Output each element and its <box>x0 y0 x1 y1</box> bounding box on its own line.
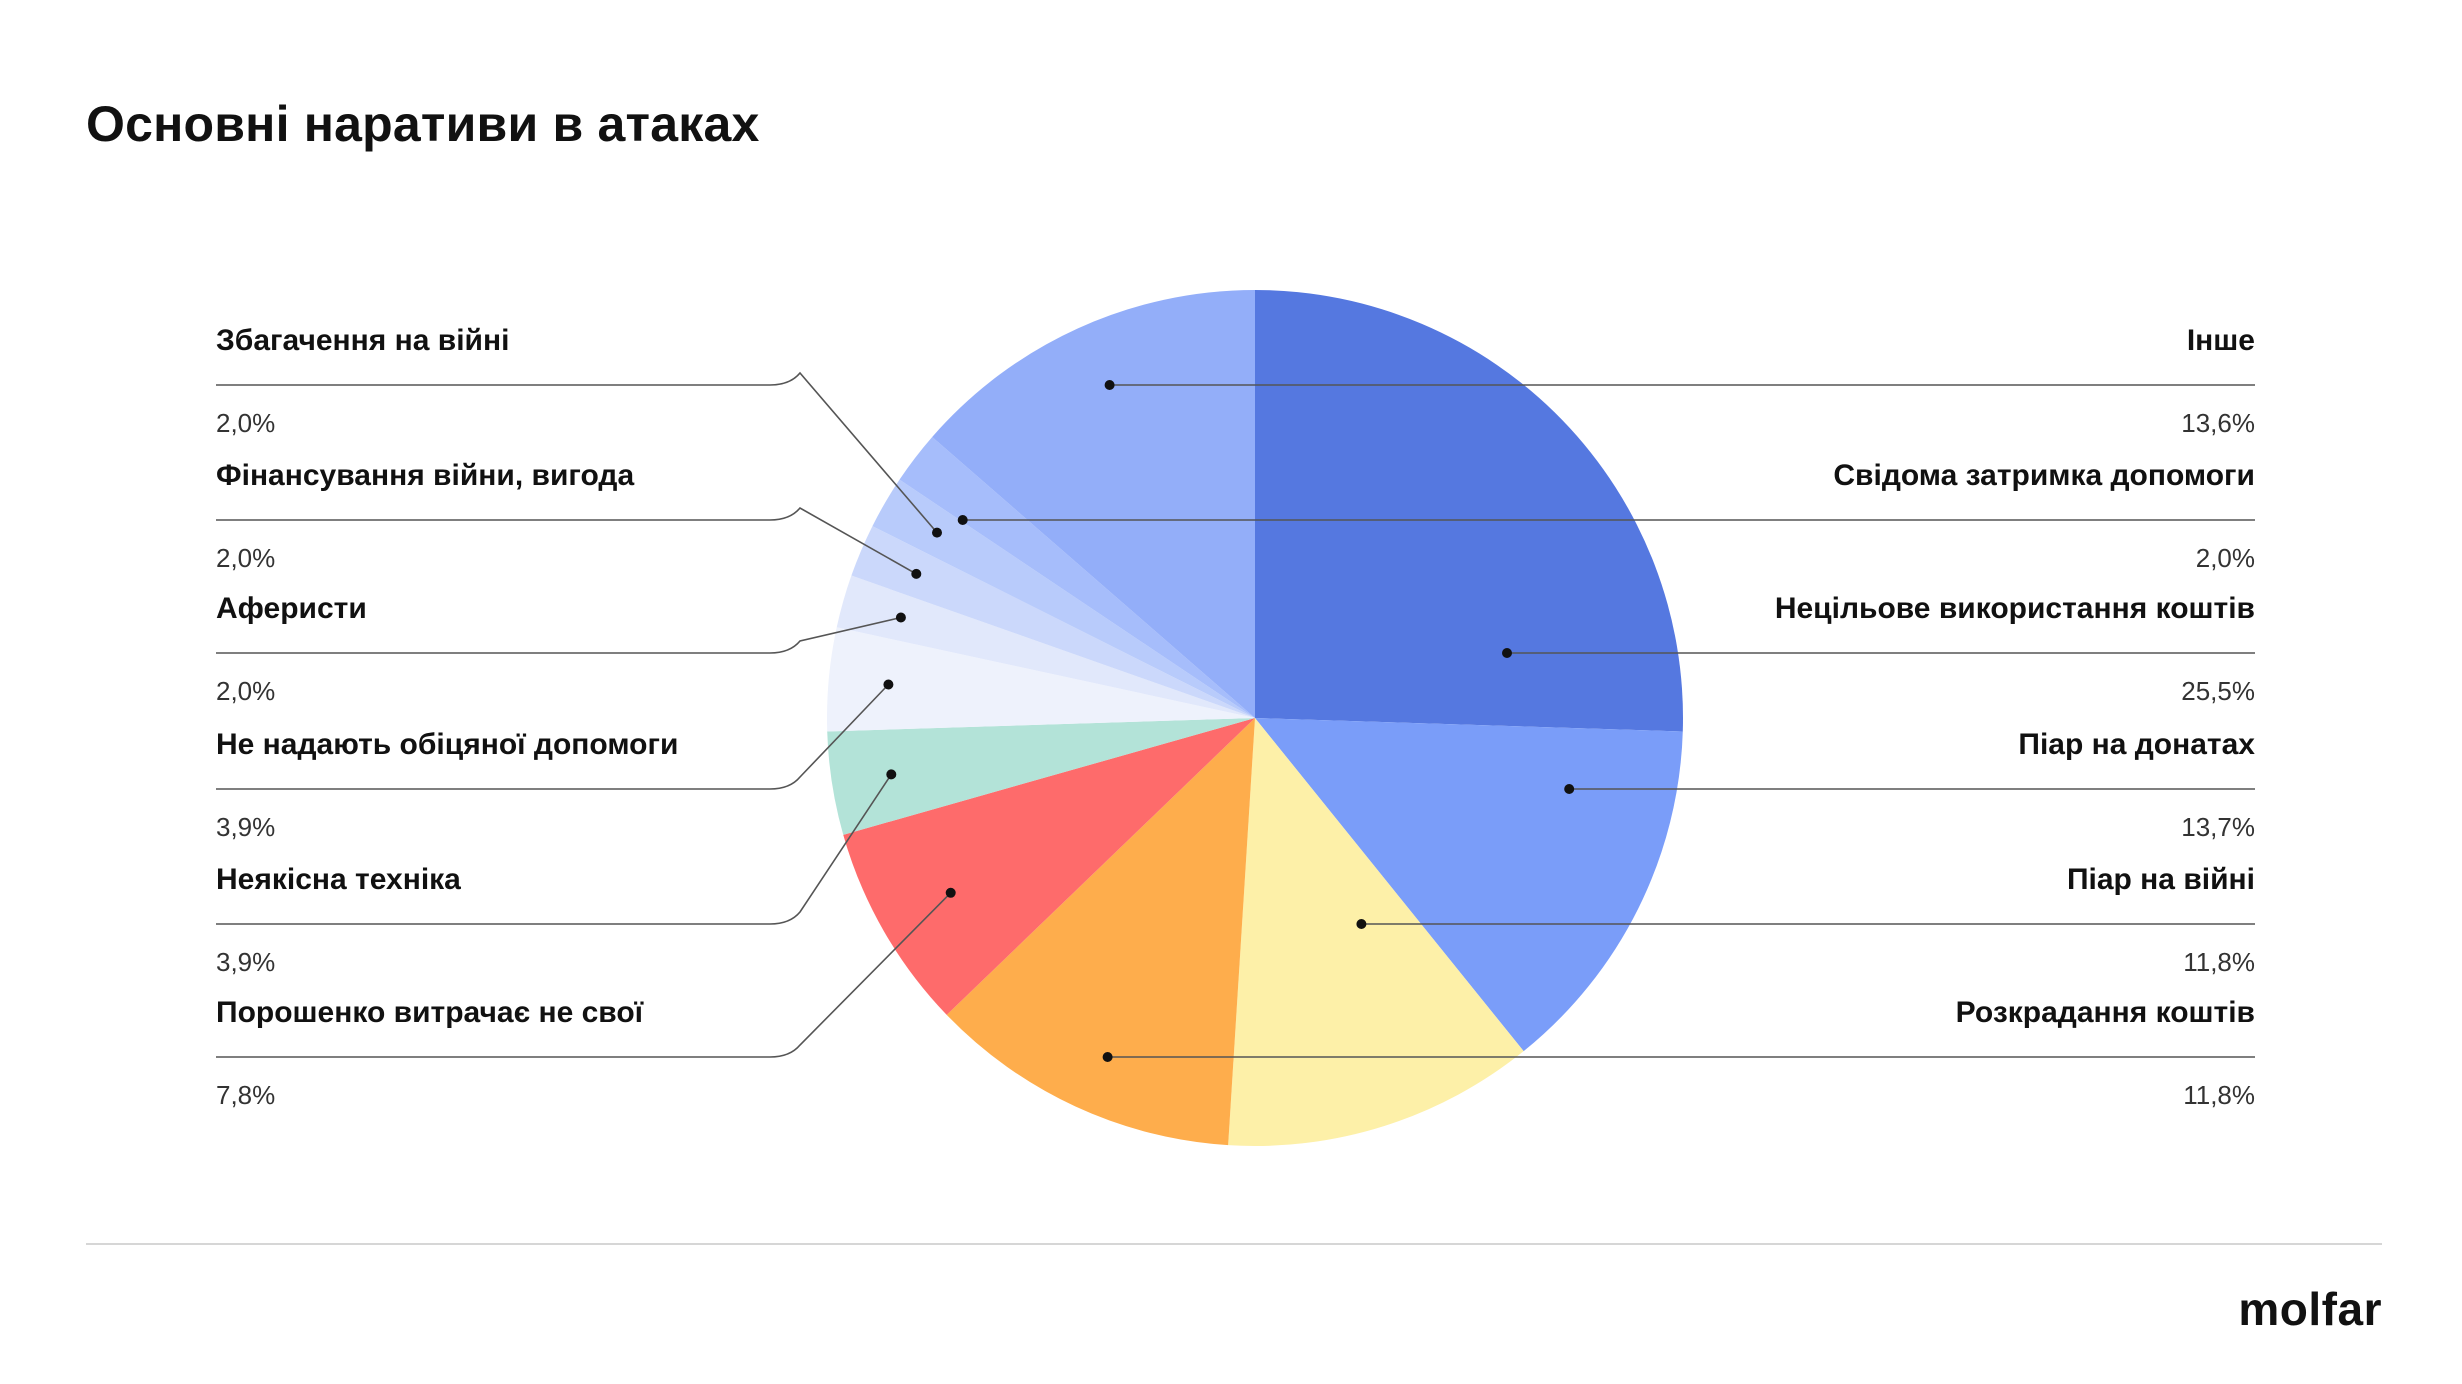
leader-line <box>216 773 892 925</box>
label-right-6: Розкрадання коштів 11,8% <box>1102 996 2255 1110</box>
label-left-3: Аферисти 2,0% <box>216 592 906 706</box>
slice-label: Збагачення на війні <box>216 324 509 357</box>
label-left-5: Неякісна техніка 3,9% <box>216 769 897 977</box>
leader-line <box>216 683 889 790</box>
slice-label: Піар на війні <box>2067 863 2255 896</box>
pie-slice-12 <box>932 290 1255 718</box>
leader-dot <box>1102 1052 1113 1062</box>
pie-slice-2 <box>1255 718 1683 1052</box>
label-right-2: Свідома затримка допомоги 2,0% <box>957 459 2255 573</box>
slice-label: Свідома затримка допомоги <box>1833 459 2255 492</box>
leader-dot <box>911 568 922 579</box>
pie-slice-1 <box>1255 290 1684 732</box>
slice-value-label: 11,8% <box>2183 1080 2255 1110</box>
footer-divider <box>86 1243 2382 1245</box>
slice-label: Фінансування війни, вигода <box>216 459 634 492</box>
slice-value-label: 7,8% <box>216 1080 275 1110</box>
slice-value-label: 3,9% <box>216 947 275 977</box>
leader-line <box>216 506 917 575</box>
leader-dot <box>1104 380 1115 390</box>
leader-dot <box>932 527 942 538</box>
molfar-logo: molfar <box>2238 1283 2382 1335</box>
slice-label: Аферисти <box>216 592 367 625</box>
leader-dot <box>1356 919 1367 929</box>
leader-dot <box>883 679 894 690</box>
slice-label: Неякісна техніка <box>216 863 461 896</box>
pie-slice-8 <box>836 575 1255 718</box>
pie-slice-3 <box>1228 718 1524 1147</box>
slice-value-label: 2,0% <box>2196 543 2255 573</box>
pie-slice-5 <box>843 718 1255 1015</box>
slice-value-label: 11,8% <box>2183 947 2255 977</box>
label-right-5: Піар на війні 11,8% <box>1356 863 2255 977</box>
label-right-3: Нецільове використання коштів 25,5% <box>1502 592 2255 706</box>
slice-label: Порошенко витрачає не свої <box>216 996 644 1029</box>
leader-dot <box>945 887 956 898</box>
label-right-4: Піар на донатах 13,7% <box>1564 728 2255 842</box>
slice-value-label: 2,0% <box>216 543 275 573</box>
pie-slice-4 <box>946 718 1255 1146</box>
slice-value-label: 2,0% <box>216 676 275 706</box>
leader-dot <box>1564 784 1575 794</box>
pie-slice-11 <box>899 436 1255 718</box>
label-left-6: Порошенко витрачає не свої 7,8% <box>216 887 956 1110</box>
slice-value-label: 25,5% <box>2181 676 2255 706</box>
leader-line <box>216 616 902 654</box>
slice-value-label: 13,6% <box>2181 408 2255 438</box>
leader-line <box>216 892 952 1058</box>
slice-label: Розкрадання коштів <box>1956 996 2255 1029</box>
pie-slice-9 <box>851 526 1255 718</box>
leader-dot <box>886 769 897 780</box>
pie-slice-10 <box>872 479 1255 718</box>
chart-title: Основні наративи в атаках <box>86 96 760 152</box>
leader-line <box>216 371 938 534</box>
label-left-2: Фінансування війни, вигода 2,0% <box>216 459 922 579</box>
pie-slices <box>826 290 1684 1147</box>
leader-dot <box>957 515 968 525</box>
pie-slice-6 <box>827 718 1255 835</box>
leader-dot <box>895 612 906 623</box>
slice-label: Нецільове використання коштів <box>1775 592 2255 625</box>
slice-value-label: 3,9% <box>216 812 275 842</box>
slice-label: Інше <box>2187 324 2255 357</box>
label-right-1: Інше 13,6% <box>1104 324 2255 438</box>
slice-value-label: 2,0% <box>216 408 275 438</box>
label-left-4: Не надають обіцяної допомоги 3,9% <box>216 679 894 842</box>
leader-dot <box>1502 648 1512 658</box>
pie-slice-7 <box>826 627 1255 732</box>
slice-label: Не надають обіцяної допомоги <box>216 728 678 761</box>
slice-label: Піар на донатах <box>2018 728 2255 761</box>
slice-value-label: 13,7% <box>2181 812 2255 842</box>
label-left-1: Збагачення на війні 2,0% <box>216 324 942 538</box>
